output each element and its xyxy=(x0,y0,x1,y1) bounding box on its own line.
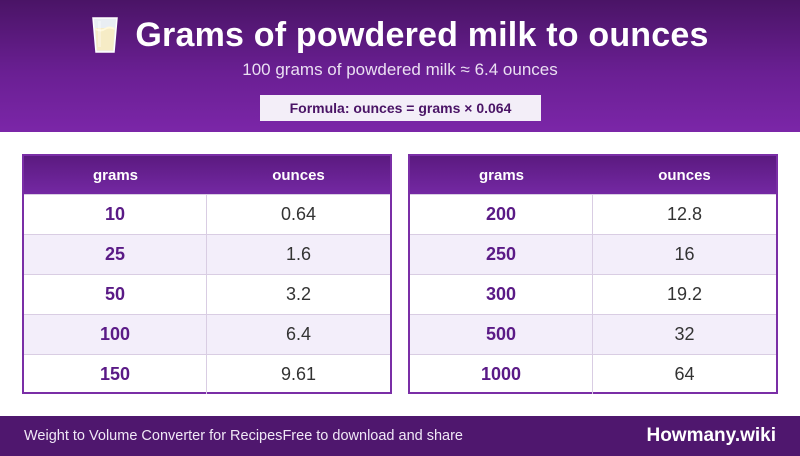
column-header-ounces: ounces xyxy=(658,166,711,184)
milk-glass-icon xyxy=(92,17,119,53)
table-row: 150 9.61 xyxy=(24,354,390,394)
table-row: 25 1.6 xyxy=(24,234,390,274)
footer-bar: Weight to Volume Converter for Recipes Fr… xyxy=(0,416,800,456)
table-row: 200 12.8 xyxy=(410,194,776,234)
table-row: 50 3.2 xyxy=(24,274,390,314)
formula-box: Formula: ounces = grams × 0.064 xyxy=(260,95,541,121)
column-header-ounces: ounces xyxy=(272,166,325,184)
grams-cell: 10 xyxy=(24,195,207,234)
ounces-cell: 64 xyxy=(674,364,695,384)
grams-cell: 150 xyxy=(24,355,207,394)
ounces-cell: 32 xyxy=(674,324,695,344)
ounces-cell: 6.4 xyxy=(285,324,312,344)
page-title: Grams of powdered milk to ounces xyxy=(135,15,709,54)
ounces-cell: 3.2 xyxy=(285,284,312,304)
grams-cell: 1000 xyxy=(410,355,593,394)
table-row: 250 16 xyxy=(410,234,776,274)
grams-cell: 500 xyxy=(410,315,593,354)
table-row: 100 6.4 xyxy=(24,314,390,354)
ounces-cell: 16 xyxy=(674,244,695,264)
ounces-cell: 1.6 xyxy=(285,244,312,264)
title-row: Grams of powdered milk to ounces xyxy=(0,12,800,58)
ounces-cell: 0.64 xyxy=(280,204,317,224)
page-subtitle: 100 grams of powdered milk ≈ 6.4 ounces xyxy=(242,60,558,79)
ounces-cell: 9.61 xyxy=(280,364,317,384)
footer-converter-link[interactable]: Weight to Volume Converter for Recipes xyxy=(24,428,283,444)
grams-cell: 300 xyxy=(410,275,593,314)
ounces-cell: 12.8 xyxy=(666,204,703,224)
footer-text: Weight to Volume Converter for Recipes Fr… xyxy=(24,416,463,456)
table-header: grams ounces xyxy=(410,156,776,194)
header-banner: Grams of powdered milk to ounces 100 gra… xyxy=(0,0,800,132)
column-header-grams: grams xyxy=(92,166,139,184)
conversion-table-right: grams ounces 200 12.8 250 16 300 19.2 50… xyxy=(408,154,778,394)
ounces-cell: 19.2 xyxy=(666,284,703,304)
brand-logo[interactable]: Howmany.wiki xyxy=(646,425,776,446)
table-header: grams ounces xyxy=(24,156,390,194)
grams-cell: 200 xyxy=(410,195,593,234)
table-row: 10 0.64 xyxy=(24,194,390,234)
grams-cell: 50 xyxy=(24,275,207,314)
table-row: 1000 64 xyxy=(410,354,776,394)
grams-cell: 100 xyxy=(24,315,207,354)
column-header-grams: grams xyxy=(478,166,525,184)
table-row: 500 32 xyxy=(410,314,776,354)
grams-cell: 25 xyxy=(24,235,207,274)
footer-note: Free to download and share xyxy=(282,428,464,444)
conversion-table-left: grams ounces 10 0.64 25 1.6 50 3.2 100 6… xyxy=(22,154,392,394)
grams-cell: 250 xyxy=(410,235,593,274)
table-row: 300 19.2 xyxy=(410,274,776,314)
